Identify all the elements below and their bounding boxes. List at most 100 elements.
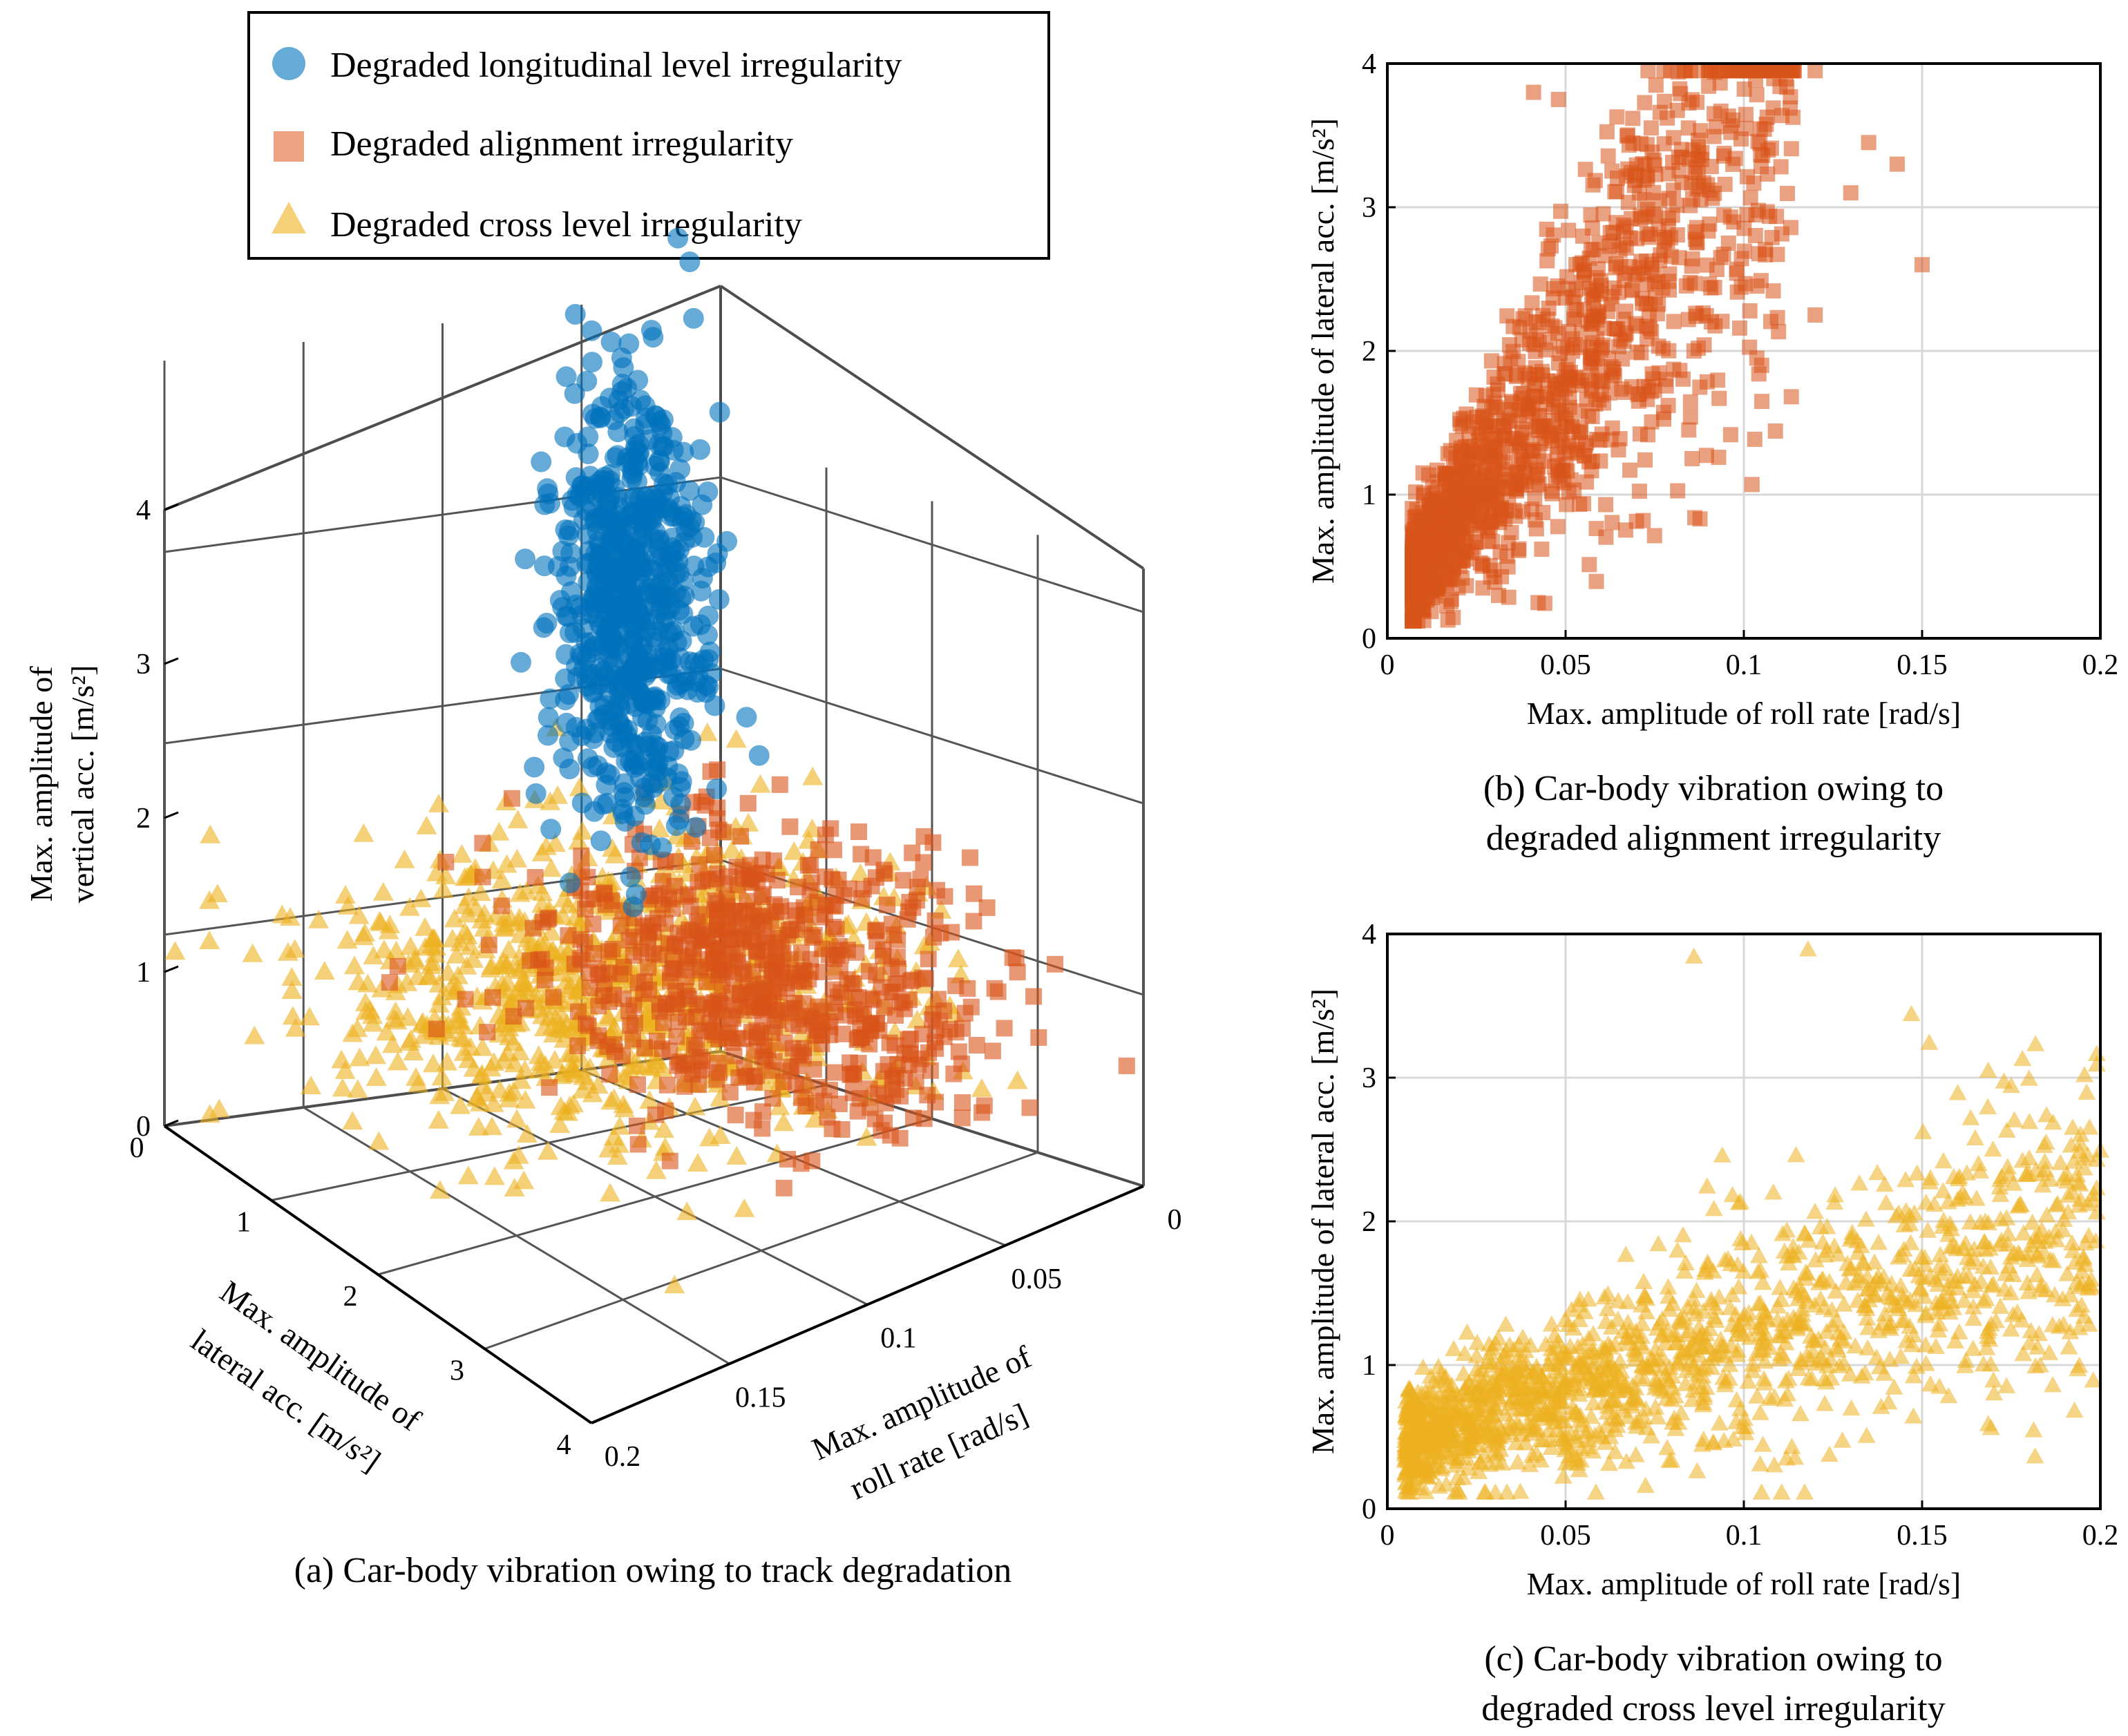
panel-a-point xyxy=(421,955,442,974)
b-point xyxy=(1692,379,1708,395)
c-point xyxy=(2076,1255,2094,1272)
b-point xyxy=(1861,135,1877,151)
b-ytick-label-0: 0 xyxy=(1362,623,1376,655)
panel-a-point xyxy=(736,1060,753,1077)
c-point xyxy=(1669,1241,1687,1258)
panel-a-point xyxy=(600,943,618,960)
b-point xyxy=(1529,328,1545,344)
panel-a-point xyxy=(953,1055,970,1072)
panel-a-point xyxy=(667,853,684,870)
panel-a-point xyxy=(567,667,589,688)
panel-a-point xyxy=(732,828,749,845)
panel-a-point xyxy=(1004,949,1021,966)
c-point xyxy=(1789,1243,1808,1260)
c-point xyxy=(1998,1158,2017,1174)
b-point xyxy=(1648,208,1664,224)
b-point xyxy=(1738,106,1754,122)
panel-a-point xyxy=(856,1127,877,1146)
c-point xyxy=(1704,1262,1722,1279)
c-point xyxy=(1460,1459,1478,1476)
b-point xyxy=(1769,209,1785,225)
b-point xyxy=(1416,587,1432,603)
panel-a-point xyxy=(709,401,730,423)
c-point xyxy=(1850,1174,1869,1191)
panel-a-point xyxy=(600,332,622,352)
panel-a-point xyxy=(580,466,601,487)
c-point xyxy=(1635,1370,1654,1386)
c-point xyxy=(1572,1440,1590,1456)
panel-a-point xyxy=(813,1036,830,1053)
c-point xyxy=(1458,1323,1476,1340)
panel-a-point xyxy=(668,809,690,830)
panel-a-point xyxy=(690,906,707,923)
panel-a-point xyxy=(705,939,722,957)
b-point xyxy=(1629,344,1645,360)
legend-marker-alignment xyxy=(274,131,304,162)
c-point xyxy=(1570,1460,1588,1478)
panel-a-point xyxy=(640,320,662,341)
panel-a-point xyxy=(550,1015,571,1034)
b-point xyxy=(1440,612,1456,628)
c-point xyxy=(1617,1377,1635,1395)
c-point xyxy=(1806,1203,1825,1219)
panel-a-point xyxy=(685,817,707,838)
b-point xyxy=(1843,185,1859,201)
panel-a-point xyxy=(560,556,580,578)
panel-a-ztick-label-0: 0 xyxy=(136,1111,151,1143)
panel-a-point xyxy=(752,1025,769,1042)
panel-a-point xyxy=(449,1011,471,1031)
c-point xyxy=(1846,1337,1865,1354)
panel-a-point xyxy=(569,777,590,797)
c-point xyxy=(1710,1414,1729,1431)
b-point xyxy=(1537,453,1552,469)
panel-a-point xyxy=(927,1094,944,1111)
b-point xyxy=(1603,432,1619,448)
panel-a-point xyxy=(515,549,536,570)
b-point xyxy=(1686,343,1702,359)
panel-a-point xyxy=(889,931,906,948)
c-point xyxy=(2018,1274,2037,1290)
panel-a-point xyxy=(459,936,481,955)
panel-a-point xyxy=(634,794,656,815)
panel-a-point xyxy=(456,955,477,975)
panel-a-point xyxy=(725,1010,742,1027)
panel-a-point xyxy=(748,745,770,766)
c-point xyxy=(1783,1438,1801,1454)
b-point xyxy=(1682,394,1698,410)
b-point xyxy=(1744,477,1760,493)
b-point xyxy=(1651,296,1666,312)
panel-a-point xyxy=(709,866,726,882)
panel-a-point xyxy=(734,1030,752,1047)
panel-a-point xyxy=(753,888,770,905)
c-point xyxy=(2026,1447,2044,1464)
b-point xyxy=(1807,307,1823,323)
panel-a-point xyxy=(629,1117,645,1134)
panel-a-point xyxy=(799,857,817,874)
panel-a-point xyxy=(654,473,675,495)
c-point xyxy=(1914,1268,1932,1286)
b-point xyxy=(1624,211,1640,227)
panel-a-point xyxy=(553,747,574,769)
panel-a-grid-level-3 xyxy=(164,476,1144,613)
panel-a-point xyxy=(598,683,619,704)
b-point xyxy=(1807,63,1823,79)
b-point xyxy=(1642,227,1658,242)
panel-a-point xyxy=(517,1124,538,1143)
panel-a-point xyxy=(521,931,542,951)
panel-a-point xyxy=(651,946,668,964)
c-point xyxy=(1765,1388,1784,1404)
c-point xyxy=(1600,1454,1619,1471)
panel-a-point xyxy=(681,510,702,531)
panel-a-point xyxy=(600,613,622,634)
panel-a-point xyxy=(405,951,426,970)
b-point xyxy=(1573,423,1588,439)
c-point xyxy=(1454,1469,1473,1485)
panel-a-point xyxy=(331,1049,352,1069)
panel-a-point xyxy=(649,910,666,927)
panel-a-grid-floor-lat-2 xyxy=(377,1118,933,1276)
panel-a-point xyxy=(663,740,685,761)
panel-a-point xyxy=(494,1050,515,1069)
c-point xyxy=(1642,1427,1661,1444)
b-point xyxy=(1527,490,1543,506)
panel-a-point xyxy=(913,935,935,955)
